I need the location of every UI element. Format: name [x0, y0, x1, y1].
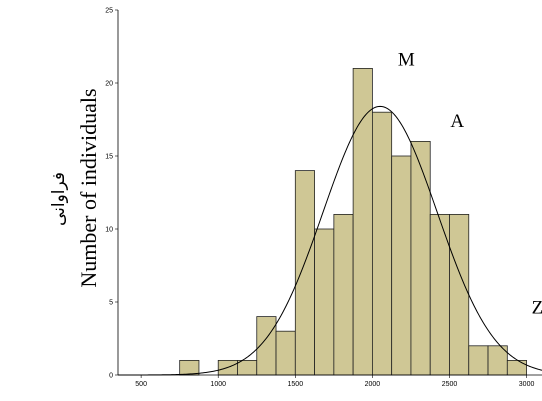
y-axis-label: Number of individuals: [76, 88, 101, 287]
normal-curve-layer: [118, 105, 542, 376]
x-tick-label: 500: [135, 381, 147, 388]
y-axis-label-persian: فراوانی: [49, 172, 69, 226]
annotation-label: A: [450, 111, 464, 132]
histogram-bar: [314, 228, 335, 376]
histogram-bar: [410, 140, 431, 376]
x-tick-label: 3000: [519, 381, 535, 388]
x-tick-label: 1500: [288, 381, 304, 388]
x-tick-label: 2500: [442, 381, 458, 388]
histogram-bar: [391, 155, 412, 376]
plot-area: [179, 68, 527, 376]
histogram-bar: [179, 359, 200, 376]
normal-curve: [118, 105, 542, 376]
histogram-bar: [294, 170, 315, 376]
histogram-bar: [237, 359, 258, 376]
annotation-label: M: [398, 49, 415, 70]
histogram-bar: [449, 213, 470, 376]
histogram-bar: [333, 213, 354, 376]
annotation-label: Z: [532, 298, 542, 319]
x-tick-label: 1000: [210, 381, 226, 388]
histogram-bar: [352, 68, 373, 376]
x-tick-label: 2000: [365, 381, 381, 388]
y-tick-label: 15: [105, 154, 113, 161]
histogram-bar: [275, 330, 296, 376]
y-tick-label: 5: [109, 300, 113, 307]
y-tick-label: 0: [109, 373, 113, 380]
y-tick-label: 20: [105, 81, 113, 88]
y-tick-label: 10: [105, 227, 113, 234]
histogram-bar: [468, 345, 489, 376]
histogram-bar: [506, 359, 527, 376]
histogram-bar: [371, 111, 393, 376]
y-tick-label: 25: [105, 8, 113, 15]
axes: 500 1000 1500 2000 2500 3000 0 5 10 15 20 25: [105, 8, 542, 388]
labels: Number of individuals فراوانی M A Z: [49, 49, 542, 318]
